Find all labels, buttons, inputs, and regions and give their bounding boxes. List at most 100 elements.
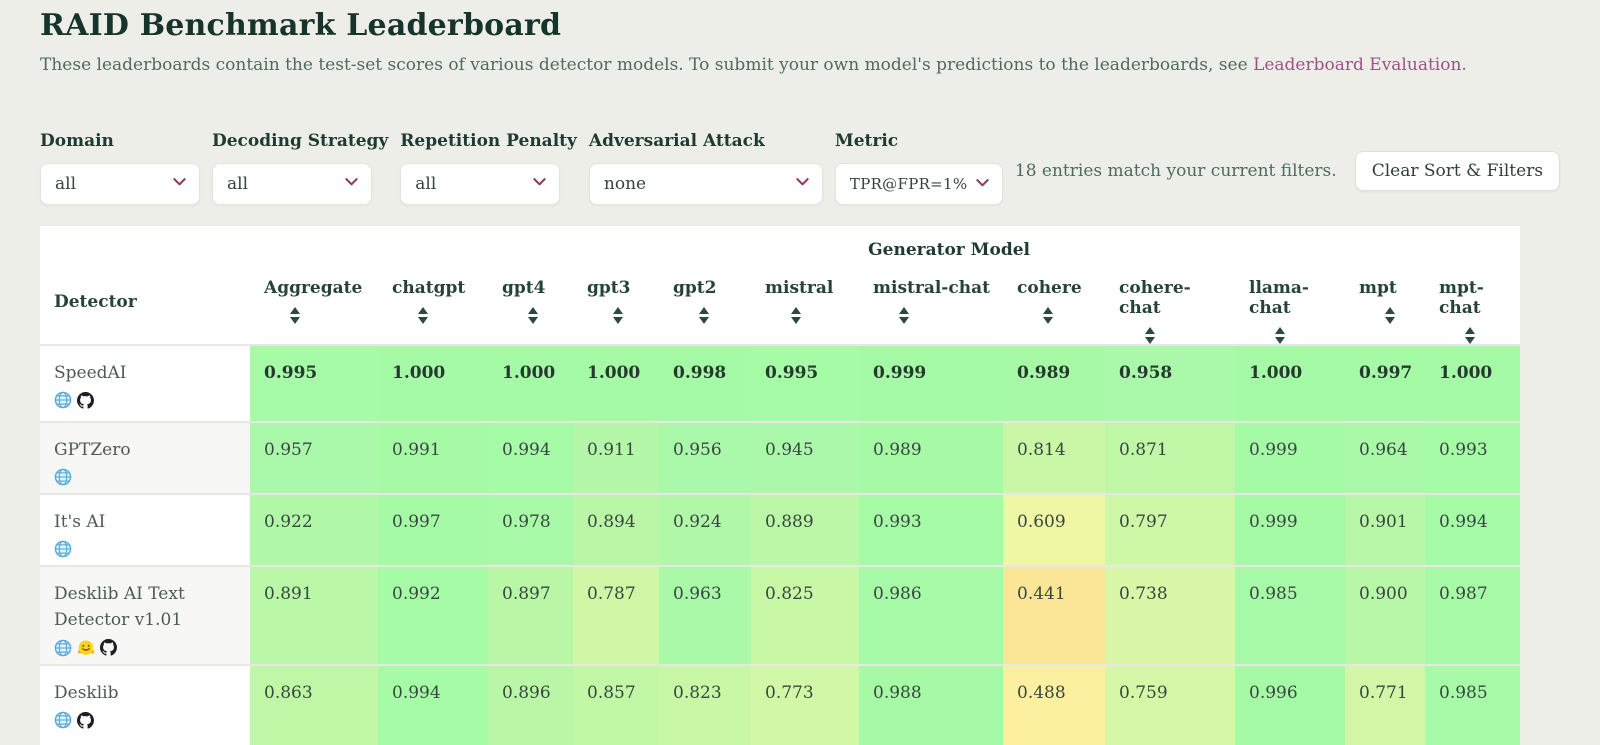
domain-select[interactable]: all: [40, 163, 200, 205]
column-label: cohere-chat: [1119, 278, 1191, 318]
column-header-aggregate[interactable]: Aggregate: [250, 266, 378, 345]
sort-arrows-icon: [1043, 307, 1101, 324]
globe-icon[interactable]: [54, 391, 72, 409]
table-row: It's AI 0.922 0.997 0.978 0.894 0.924 0.889 0.9…: [40, 494, 1521, 566]
filter-label: Decoding Strategy: [212, 131, 389, 151]
github-icon[interactable]: [77, 391, 94, 409]
metric-select[interactable]: TPR@FPR=1%: [834, 163, 1003, 205]
github-icon[interactable]: [77, 711, 94, 729]
sort-arrows-icon: [290, 307, 374, 324]
filter-label: Repetition Penalty: [400, 131, 577, 151]
column-header-gpt2[interactable]: gpt2: [659, 266, 751, 345]
score-cell: 0.814: [1003, 422, 1105, 494]
score-cell: 0.738: [1105, 566, 1235, 665]
adversarial-attack-select[interactable]: none: [588, 163, 823, 205]
score-cell: 0.985: [1425, 665, 1521, 745]
sort-arrows-icon: [528, 307, 569, 324]
column-header-mistral[interactable]: mistral: [751, 266, 859, 345]
huggingface-icon[interactable]: [77, 639, 95, 657]
column-label: mistral: [765, 278, 834, 298]
score-cell: 0.994: [1425, 494, 1521, 566]
sort-arrows-icon: [899, 307, 999, 324]
sort-arrows-icon: [1275, 327, 1341, 344]
column-label: gpt3: [587, 278, 631, 298]
table-row: Desklib AI Text Detector v1.01 0.891 0.992…: [40, 566, 1521, 665]
column-header-mpt-chat[interactable]: mpt-chat: [1425, 266, 1520, 345]
score-cell: 0.441: [1003, 566, 1105, 665]
score-cell: 0.771: [1345, 665, 1425, 745]
leaderboard-table-wrap: Generator Model Detector Aggregate chatgpt g…: [40, 226, 1521, 745]
sort-arrows-icon: [791, 307, 855, 324]
generator-model-group-header: Generator Model: [868, 240, 1030, 260]
score-cell: 0.963: [659, 566, 751, 665]
header-spacer: [250, 226, 378, 266]
score-cell: 0.857: [573, 665, 659, 745]
detector-links: [54, 391, 238, 409]
score-cell: 0.985: [1235, 566, 1345, 665]
score-cell: 0.889: [751, 494, 859, 566]
chevron-down-icon: [172, 174, 187, 194]
globe-icon[interactable]: [54, 468, 72, 486]
column-header-cohere[interactable]: cohere: [1003, 266, 1105, 345]
score-cell: 0.787: [573, 566, 659, 665]
adversarial-attack-select-value: none: [603, 174, 647, 194]
score-cell: 0.773: [751, 665, 859, 745]
column-label: mpt-chat: [1439, 278, 1484, 318]
globe-icon[interactable]: [54, 639, 72, 657]
score-cell: 0.825: [751, 566, 859, 665]
sort-arrows-icon: [1385, 307, 1421, 324]
column-label: mistral-chat: [873, 278, 990, 298]
score-cell: 0.988: [859, 665, 1003, 745]
detector-name: GPTZero: [54, 440, 131, 460]
column-label: gpt2: [673, 278, 717, 298]
score-cell: 0.997: [378, 494, 488, 566]
score-cell: 0.999: [1235, 422, 1345, 494]
leaderboard-table: Generator Model Detector Aggregate chatgpt g…: [40, 226, 1521, 745]
score-cell: 0.989: [859, 422, 1003, 494]
score-cell: 0.991: [378, 422, 488, 494]
metric-select-value: TPR@FPR=1%: [849, 175, 968, 193]
score-cell: 0.987: [1425, 566, 1521, 665]
score-cell: 0.957: [250, 422, 378, 494]
column-header-cohere-chat[interactable]: cohere-chat: [1105, 266, 1235, 345]
clear-sort-filters-button[interactable]: Clear Sort & Filters: [1354, 151, 1561, 191]
group-header-row: Generator Model: [40, 226, 1520, 266]
column-header-mistral-chat[interactable]: mistral-chat: [859, 266, 1003, 345]
score-cell: 0.956: [659, 422, 751, 494]
score-cell: 1.000: [378, 345, 488, 422]
score-cell: 0.901: [1345, 494, 1425, 566]
sort-arrows-icon: [418, 307, 484, 324]
column-header-gpt4[interactable]: gpt4: [488, 266, 573, 345]
sort-arrows-icon: [1465, 327, 1516, 344]
page-title: RAID Benchmark Leaderboard: [40, 8, 562, 43]
github-icon[interactable]: [100, 639, 117, 656]
score-cell: 1.000: [488, 345, 573, 422]
score-cell: 0.989: [1003, 345, 1105, 422]
score-cell: 0.924: [659, 494, 751, 566]
chevron-down-icon: [532, 174, 547, 194]
decoding-strategy-select[interactable]: all: [212, 163, 372, 205]
column-header-gpt3[interactable]: gpt3: [573, 266, 659, 345]
globe-icon[interactable]: [54, 711, 72, 729]
sort-arrows-icon: [1145, 327, 1231, 344]
detector-cell: SpeedAI: [40, 345, 250, 422]
score-cell: 0.609: [1003, 494, 1105, 566]
filter-repetition-penalty: Repetition Penalty all: [400, 131, 577, 205]
detector-cell: It's AI: [40, 494, 250, 566]
leaderboard-evaluation-link[interactable]: Leaderboard Evaluation.: [1253, 55, 1467, 75]
globe-icon[interactable]: [54, 540, 72, 558]
filter-bar: Domain all Decoding Strategy all Repetit…: [40, 131, 1561, 205]
column-header-chatgpt[interactable]: chatgpt: [378, 266, 488, 345]
score-cell: 0.488: [1003, 665, 1105, 745]
repetition-penalty-select[interactable]: all: [400, 163, 561, 205]
filter-label: Adversarial Attack: [588, 131, 765, 151]
score-cell: 0.994: [378, 665, 488, 745]
score-cell: 0.993: [859, 494, 1003, 566]
filter-domain: Domain all: [40, 131, 200, 205]
column-header-mpt[interactable]: mpt: [1345, 266, 1425, 345]
score-cell: 0.986: [859, 566, 1003, 665]
filter-label: Metric: [834, 131, 899, 151]
column-header-llama-chat[interactable]: llama-chat: [1235, 266, 1345, 345]
header-spacer: [40, 226, 250, 266]
table-row: Desklib 0.863 0.994 0.896 0.857 0.823 0.773 0.9…: [40, 665, 1521, 745]
